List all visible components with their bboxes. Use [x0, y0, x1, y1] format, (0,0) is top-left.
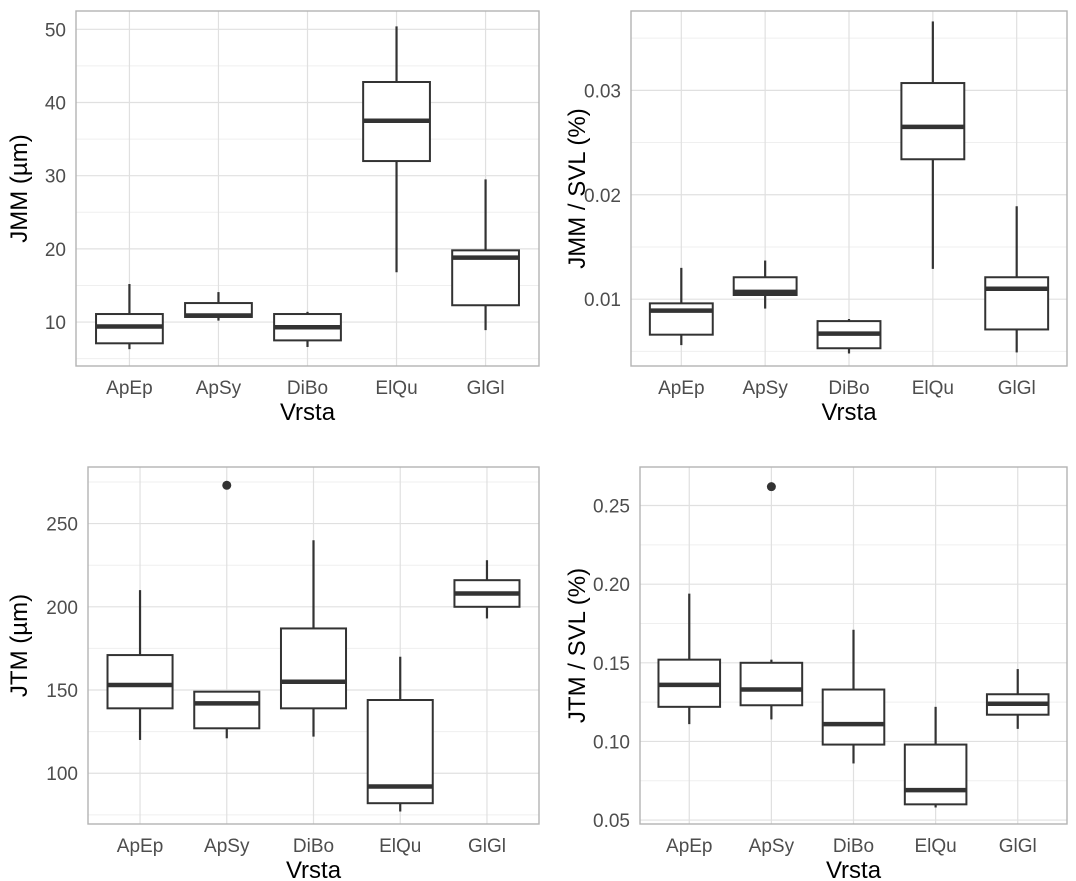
- y-tick-label: 20: [45, 240, 66, 261]
- y-tick-label: 0.15: [593, 654, 630, 675]
- iqr-box: [739, 661, 804, 707]
- box-dibo: [816, 319, 882, 354]
- y-tick-label: 0.10: [593, 732, 630, 753]
- box-apep: [95, 284, 164, 350]
- x-tick-label: ApEp: [106, 378, 152, 399]
- box-elqu: [900, 21, 966, 269]
- box-elqu: [362, 26, 431, 273]
- x-tick-label: GlGl: [467, 378, 505, 399]
- box-apep: [657, 593, 722, 725]
- outlier-point: [222, 480, 232, 490]
- y-tick-label: 0.01: [584, 290, 621, 311]
- x-tick-label: DiBo: [287, 378, 328, 399]
- box-apsy: [184, 292, 253, 321]
- x-axis-title: Vrsta: [280, 399, 336, 426]
- chart-panel-1: 10 20 30 40 50 ApEp ApSy DiBo ElQu GlGl Vrsta JMM (…: [6, 10, 540, 426]
- y-tick-label: 0.02: [584, 186, 621, 207]
- y-tick-label: 200: [46, 598, 78, 619]
- outlier-point: [766, 482, 776, 492]
- iqr-box: [648, 302, 714, 336]
- x-tick-label: ApEp: [658, 378, 704, 399]
- iqr-box: [900, 82, 966, 161]
- x-tick-label: ApEp: [117, 836, 163, 857]
- x-tick-label: DiBo: [833, 836, 874, 857]
- x-tick-label: ApSy: [204, 836, 250, 857]
- y-tick-label: 40: [45, 93, 66, 114]
- x-axis-title: Vrsta: [821, 399, 877, 426]
- y-axis-title: JTM (µm): [6, 594, 33, 697]
- x-tick-label: DiBo: [828, 378, 869, 399]
- y-axis-title: JTM / SVL (%): [564, 568, 591, 723]
- box-glgl: [985, 669, 1050, 729]
- x-tick-label: DiBo: [293, 836, 334, 857]
- chart-panel-3: 100 150 200 250 ApEp ApSy DiBo ElQu GlGl Vrsta JTM…: [6, 466, 540, 881]
- iqr-box: [193, 690, 261, 730]
- box-glgl: [451, 179, 520, 331]
- panel-border: [639, 466, 1068, 825]
- box-glgl: [984, 206, 1050, 353]
- iqr-box: [106, 654, 174, 710]
- box-dibo: [279, 540, 348, 737]
- box-apsy: [193, 480, 261, 739]
- x-axis-title: Vrsta: [286, 857, 342, 881]
- y-tick-label: 10: [45, 313, 66, 334]
- box-dibo: [821, 629, 886, 764]
- panel-border: [75, 10, 540, 367]
- x-tick-label: ElQu: [912, 378, 954, 399]
- y-tick-label: 0.25: [593, 497, 630, 518]
- x-tick-label: GlGl: [468, 836, 506, 857]
- box-apep: [648, 267, 714, 346]
- box-elqu: [903, 706, 968, 808]
- x-tick-label: ElQu: [375, 378, 417, 399]
- x-tick-label: ElQu: [379, 836, 421, 857]
- panel-border: [630, 10, 1068, 367]
- box-apsy: [739, 482, 804, 720]
- iqr-box: [279, 627, 348, 710]
- x-tick-label: GlGl: [999, 836, 1037, 857]
- y-tick-label: 100: [46, 764, 78, 785]
- x-tick-label: ApEp: [666, 836, 712, 857]
- box-apsy: [732, 260, 798, 309]
- y-tick-label: 0.05: [593, 811, 630, 832]
- chart-panel-2: 0.01 0.02 0.03 ApEp ApSy DiBo ElQu GlGl Vrsta JMM…: [564, 10, 1068, 426]
- box-apep: [106, 590, 174, 740]
- x-tick-label: ApSy: [196, 378, 242, 399]
- y-tick-label: 50: [45, 20, 66, 41]
- x-tick-label: GlGl: [998, 378, 1036, 399]
- iqr-box: [903, 743, 968, 806]
- x-axis-title: Vrsta: [826, 857, 882, 881]
- box-glgl: [453, 560, 521, 619]
- iqr-box: [984, 276, 1050, 331]
- y-tick-label: 250: [46, 515, 78, 536]
- y-tick-label: 0.20: [593, 575, 630, 596]
- panel-border: [87, 466, 540, 825]
- y-tick-label: 30: [45, 167, 66, 188]
- y-axis-title: JMM / SVL (%): [564, 108, 591, 268]
- y-tick-label: 150: [46, 681, 78, 702]
- box-dibo: [273, 311, 342, 347]
- iqr-box: [821, 688, 886, 746]
- x-tick-label: ApSy: [742, 378, 788, 399]
- x-tick-label: ElQu: [914, 836, 956, 857]
- y-tick-label: 0.03: [584, 81, 621, 102]
- y-axis-title: JMM (µm): [6, 134, 33, 242]
- x-tick-label: ApSy: [749, 836, 795, 857]
- box-elqu: [366, 656, 434, 812]
- chart-panel-4: 0.05 0.10 0.15 0.20 0.25 ApEp ApSy DiBo ElQu GlGl…: [564, 466, 1068, 881]
